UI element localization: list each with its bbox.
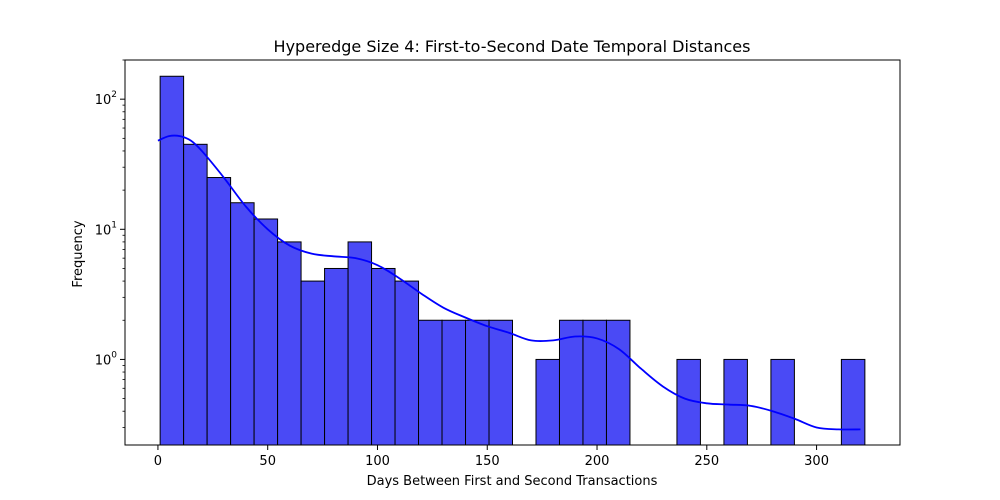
histogram-bar [183,143,208,446]
chart-title: Hyperedge Size 4: First-to-Second Date T… [274,37,751,56]
x-axis-label: Days Between First and Second Transactio… [367,474,658,489]
plot-frame [124,59,901,446]
histogram-bar [840,358,866,446]
x-tick-label: 300 [804,454,829,469]
y-tick-label: 101 [95,220,117,238]
x-axis-ticks: 0 50 100 150 200 250 300 [154,445,829,469]
histogram-bar [394,280,420,446]
x-tick-label: 150 [475,454,500,469]
histogram-bar [605,319,631,446]
x-tick-label: 250 [694,454,719,469]
histogram-bar [300,280,326,446]
x-tick-label: 200 [585,454,610,469]
histogram-bar [371,267,396,446]
histogram-bar [770,358,795,446]
histogram-bar [723,358,748,446]
y-tick-label: 100 [95,350,118,368]
histogram-bar [159,75,185,446]
histogram-bar [418,319,443,446]
histogram-bar [206,177,232,446]
histogram-bar [230,202,255,446]
histogram-bar [465,319,490,446]
histogram-bar [324,267,349,446]
histogram-bar [441,319,467,446]
histogram-bars [159,75,866,446]
histogram-bar [253,218,279,446]
kde-line [157,134,861,431]
histogram-bar [488,319,513,446]
x-tick-label: 100 [365,454,390,469]
y-axis-ticks: 100 101 102 [95,59,125,428]
y-axis-label: Frequency [71,220,86,287]
y-tick-label: 102 [95,90,117,108]
histogram-bar [535,358,560,446]
histogram-bar [277,241,302,446]
histogram-bar [582,319,607,446]
x-tick-label: 50 [259,454,276,469]
x-tick-label: 0 [154,454,162,469]
histogram-bar [347,241,373,446]
